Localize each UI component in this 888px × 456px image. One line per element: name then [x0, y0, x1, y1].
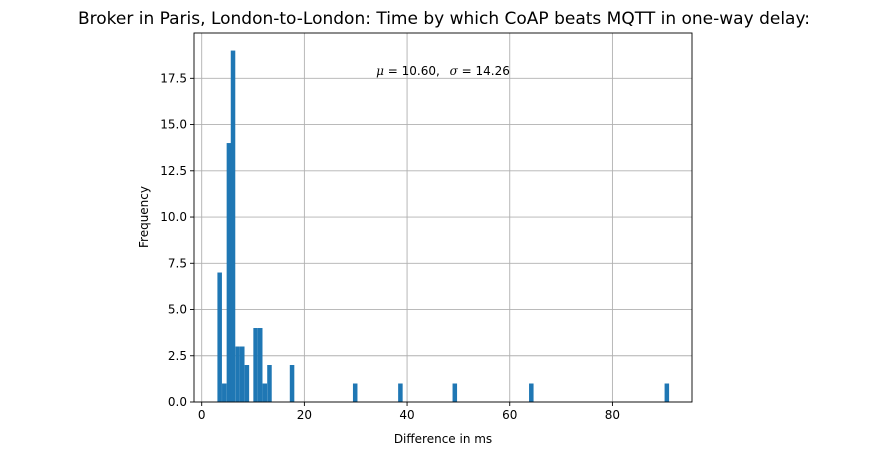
- grid-lines: [194, 33, 692, 403]
- x-tick-label: 20: [297, 408, 312, 422]
- x-tick-label: 40: [399, 408, 414, 422]
- histogram-bar: [452, 383, 458, 402]
- histogram-bar: [529, 383, 534, 402]
- x-axis-ticks: 0 20 40 60 80: [198, 402, 620, 422]
- histogram-bar: [267, 365, 272, 402]
- y-tick-label: 12.5: [160, 164, 187, 178]
- histogram-bar: [235, 346, 240, 402]
- histogram-bar: [257, 328, 263, 402]
- mu-value: = 10.60,: [388, 64, 440, 78]
- mu-symbol: μ: [376, 64, 384, 78]
- histogram-bar: [289, 365, 295, 402]
- sigma-value: = 14.26: [462, 64, 510, 78]
- histogram-bar: [398, 383, 403, 402]
- y-tick-label: 7.5: [168, 256, 187, 270]
- y-axis-ticks: 0.0 2.5 5.0 7.5 10.0 12.5 15.0 17.5: [160, 71, 194, 409]
- histogram-bar: [230, 50, 236, 402]
- x-tick-label: 0: [198, 408, 206, 422]
- sigma-symbol: σ: [450, 64, 459, 78]
- y-axis-label: Frequency: [137, 186, 151, 248]
- histogram-bar: [352, 383, 358, 402]
- y-tick-label: 2.5: [168, 349, 187, 363]
- histogram-bar: [262, 383, 268, 402]
- bars: [217, 50, 670, 403]
- y-tick-label: 10.0: [160, 210, 187, 224]
- x-axis-label: Difference in ms: [394, 432, 492, 446]
- histogram-bar: [253, 328, 258, 402]
- histogram-bar: [664, 383, 670, 402]
- y-tick-label: 17.5: [160, 71, 187, 85]
- histogram-bar: [226, 143, 232, 403]
- y-tick-label: 0.0: [168, 395, 187, 409]
- chart-title: Broker in Paris, London-to-London: Time …: [78, 9, 810, 29]
- stats-annotation: μ = 10.60, σ = 14.26: [376, 64, 510, 78]
- histogram-bar: [240, 346, 245, 402]
- x-tick-label: 80: [605, 408, 620, 422]
- plot-frame: [193, 32, 693, 403]
- histogram-bar: [217, 272, 222, 402]
- histogram-bar: [244, 365, 250, 402]
- y-tick-label: 15.0: [160, 118, 187, 132]
- x-tick-label: 60: [502, 408, 517, 422]
- y-tick-label: 5.0: [168, 303, 187, 317]
- histogram-bar: [222, 383, 227, 402]
